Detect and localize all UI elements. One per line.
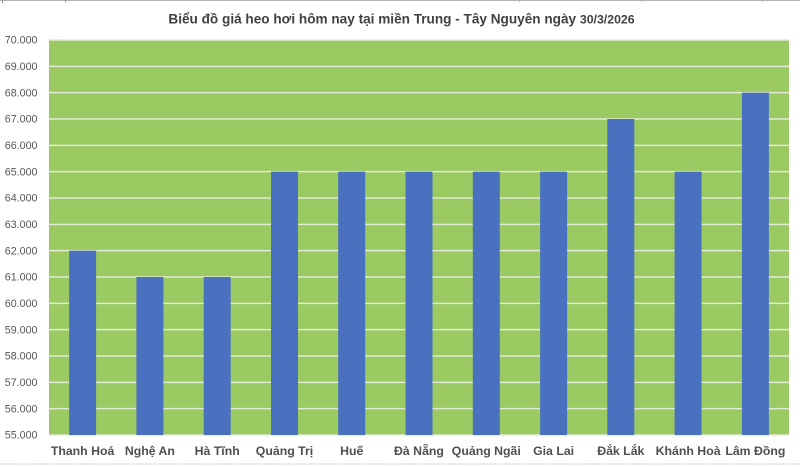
svg-text:Quảng Trị: Quảng Trị bbox=[256, 444, 313, 458]
svg-text:Quảng Ngãi: Quảng Ngãi bbox=[452, 444, 521, 458]
svg-text:59.000: 59.000 bbox=[5, 324, 38, 336]
svg-text:Gia Lai: Gia Lai bbox=[533, 444, 574, 458]
svg-text:68.000: 68.000 bbox=[5, 87, 38, 99]
svg-text:Lâm Đồng: Lâm Đồng bbox=[725, 444, 785, 458]
svg-text:66.000: 66.000 bbox=[5, 140, 38, 152]
svg-text:Hà Tĩnh: Hà Tĩnh bbox=[195, 444, 240, 458]
svg-text:69.000: 69.000 bbox=[5, 61, 38, 73]
svg-text:56.000: 56.000 bbox=[5, 403, 38, 415]
svg-text:Đắk Lắk: Đắk Lắk bbox=[597, 443, 644, 458]
svg-text:64.000: 64.000 bbox=[5, 193, 38, 205]
svg-text:Biểu đồ giá heo hơi hôm nay tạ: Biểu đồ giá heo hơi hôm nay tại miền Tru… bbox=[168, 12, 634, 27]
svg-text:63.000: 63.000 bbox=[5, 219, 38, 231]
svg-text:55.000: 55.000 bbox=[5, 430, 38, 442]
svg-text:Nghệ An: Nghệ An bbox=[125, 444, 175, 458]
svg-text:62.000: 62.000 bbox=[5, 245, 38, 257]
svg-text:67.000: 67.000 bbox=[5, 114, 38, 126]
svg-text:Huế: Huế bbox=[340, 444, 363, 458]
svg-text:Thanh Hoá: Thanh Hoá bbox=[51, 444, 115, 458]
svg-text:58.000: 58.000 bbox=[5, 351, 38, 363]
svg-text:Khánh Hoà: Khánh Hoà bbox=[656, 444, 721, 458]
svg-text:70.000: 70.000 bbox=[5, 35, 38, 47]
svg-text:65.000: 65.000 bbox=[5, 166, 38, 178]
svg-text:57.000: 57.000 bbox=[5, 377, 38, 389]
svg-text:60.000: 60.000 bbox=[5, 298, 38, 310]
svg-text:61.000: 61.000 bbox=[5, 272, 38, 284]
svg-text:Đà Nẵng: Đà Nẵng bbox=[394, 443, 444, 458]
